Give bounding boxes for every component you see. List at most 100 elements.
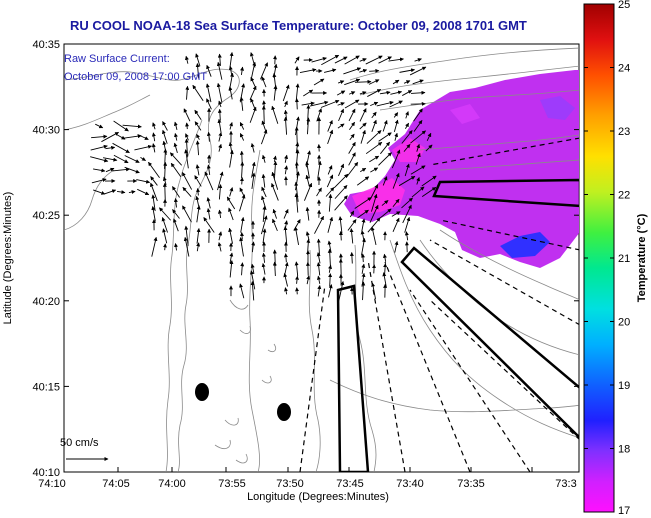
- x-tick-label: 73:55: [218, 478, 246, 490]
- current-vector: [105, 145, 116, 150]
- current-vector: [344, 99, 360, 109]
- current-vector: [303, 89, 314, 97]
- current-vector: [261, 105, 266, 125]
- current-vector: [349, 228, 354, 244]
- current-vector: [294, 181, 299, 202]
- current-vector: [90, 144, 108, 151]
- current-vector: [360, 167, 367, 173]
- current-vector: [240, 177, 244, 185]
- current-vector: [357, 209, 369, 219]
- current-vector: [333, 173, 349, 189]
- current-vector: [421, 187, 437, 197]
- current-vector: [162, 182, 167, 201]
- current-vector: [316, 275, 321, 284]
- current-vector: [328, 273, 333, 287]
- current-vector: [390, 90, 403, 95]
- current-vector: [404, 216, 411, 233]
- current-vector: [250, 61, 257, 80]
- current-vector: [325, 187, 335, 197]
- current-vector: [301, 101, 315, 106]
- current-vector: [349, 121, 355, 131]
- current-vector: [206, 131, 211, 142]
- current-vector: [124, 166, 140, 174]
- current-vector: [368, 79, 380, 85]
- current-vector: [337, 80, 345, 85]
- current-vector: [261, 186, 267, 198]
- current-vector: [354, 79, 372, 84]
- current-vector: [337, 123, 345, 129]
- current-vector: [194, 121, 202, 131]
- current-vector: [218, 100, 222, 108]
- colorbar-tick-label: 24: [618, 63, 630, 75]
- current-vector: [348, 91, 356, 95]
- current-vector: [370, 167, 379, 173]
- current-vector: [204, 171, 214, 191]
- current-vector: [284, 154, 289, 163]
- current-vector: [334, 184, 348, 199]
- current-vector: [317, 285, 322, 297]
- current-vector: [194, 109, 202, 121]
- current-vector: [251, 241, 256, 253]
- current-vector: [216, 82, 223, 103]
- current-vector: [249, 270, 256, 290]
- current-vector: [359, 58, 367, 62]
- current-vector: [240, 216, 245, 233]
- current-vector: [295, 116, 300, 136]
- current-vector: [163, 161, 168, 178]
- y-axis: 40:35 40:30 40:25 40:20 40:15 40:10 Lati…: [2, 39, 579, 479]
- current-vector: [410, 130, 426, 144]
- current-vector: [338, 163, 344, 177]
- x-axis: 74:10 74:05 74:00 73:55 73:50 73:45 73:4…: [38, 467, 577, 503]
- current-vector: [371, 193, 378, 212]
- current-vector: [317, 160, 322, 179]
- current-vector: [151, 143, 156, 153]
- current-vector: [409, 66, 427, 76]
- current-vector: [294, 226, 300, 246]
- current-vector: [371, 111, 377, 119]
- current-vector: [392, 198, 400, 208]
- current-vector: [249, 85, 257, 101]
- y-tick-label: 40:20: [32, 296, 60, 308]
- current-vector: [425, 144, 433, 152]
- current-vector: [105, 167, 115, 173]
- current-vector: [92, 189, 106, 195]
- current-vector: [359, 108, 367, 122]
- current-vector: [172, 186, 180, 198]
- current-vector: [250, 77, 256, 87]
- current-vector: [216, 61, 223, 80]
- current-vector: [413, 120, 423, 132]
- current-vector: [361, 218, 366, 232]
- current-vector: [371, 119, 377, 132]
- current-vector: [218, 131, 223, 142]
- y-tick-label: 40:25: [32, 210, 60, 222]
- current-vector: [203, 217, 215, 233]
- current-vector: [261, 76, 267, 88]
- current-vector: [229, 51, 234, 68]
- current-vector: [218, 143, 223, 152]
- y-tick-label: 40:35: [32, 39, 60, 51]
- colorbar-label: Temperature (°C): [636, 213, 648, 302]
- current-vector: [334, 56, 348, 64]
- current-vector: [327, 129, 334, 145]
- current-vector: [327, 119, 333, 132]
- current-vector: [93, 168, 106, 173]
- current-vector: [326, 174, 334, 188]
- current-vector: [366, 130, 382, 144]
- current-vector: [294, 261, 299, 277]
- current-vector: [426, 132, 432, 141]
- current-vector: [306, 275, 311, 285]
- current-vector: [272, 218, 278, 232]
- current-vector: [416, 177, 420, 185]
- current-vector: [401, 197, 413, 209]
- current-vector: [399, 68, 415, 73]
- current-vector: [304, 182, 313, 201]
- current-vector: [284, 100, 288, 108]
- current-vector: [311, 56, 327, 63]
- current-vector: [284, 165, 289, 175]
- current-vector: [416, 143, 421, 152]
- current-vector: [272, 208, 278, 219]
- current-vector: [172, 209, 180, 219]
- current-vector: [161, 217, 168, 233]
- current-vector: [218, 184, 223, 200]
- current-vector: [369, 155, 380, 163]
